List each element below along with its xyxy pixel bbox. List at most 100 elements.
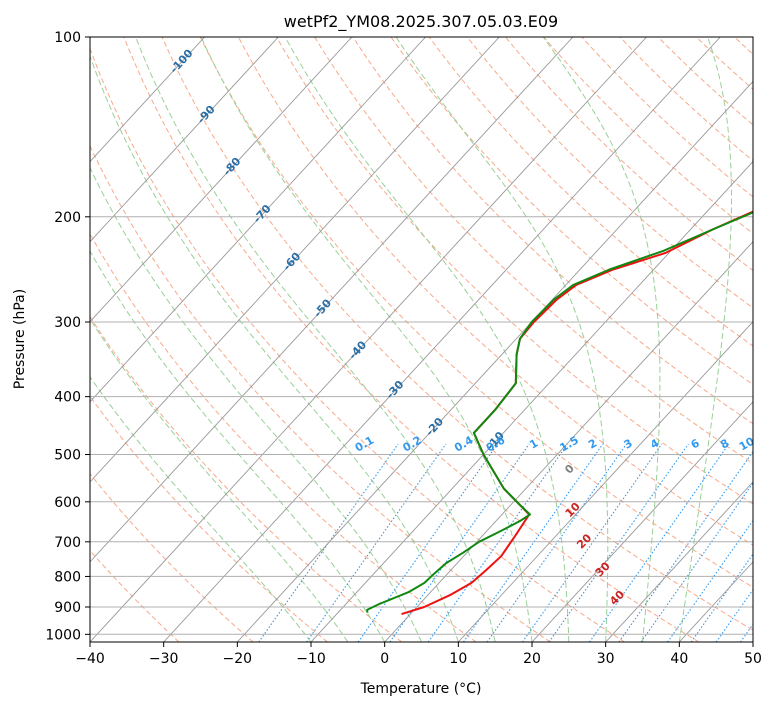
moist-adiabats [90, 37, 732, 642]
y-tick-label: 200 [54, 210, 81, 226]
isotherm-line [457, 321, 753, 642]
mixing-ratio-label: 8 [718, 437, 731, 452]
dry-adiabat [90, 395, 328, 642]
dry-adiabat [276, 37, 753, 505]
mixing-ratio-line [740, 623, 753, 642]
mixing-ratio-line [463, 443, 604, 642]
mixing-ratio-line [522, 443, 663, 642]
isotherm-line [605, 481, 753, 642]
dewpoint-profile-line [366, 211, 753, 613]
mixing-ratio-label: 10 [737, 434, 757, 453]
y-tick-label: 400 [54, 390, 81, 406]
x-tick-label: −20 [223, 651, 253, 667]
isotherm-line [236, 80, 753, 642]
isotherms [90, 37, 753, 642]
y-axis-ticks: 100 200 300 400 500 600 700 800 900 1000 [45, 30, 90, 643]
dry-adiabats [90, 37, 753, 642]
dry-adiabat [90, 47, 625, 642]
dry-adiabat [619, 37, 753, 162]
isotherm-line [90, 37, 500, 483]
isotherm-line [90, 37, 353, 323]
mixing-ratio-label: 13 [763, 435, 775, 454]
dry-adiabat [505, 37, 753, 272]
dry-adiabat [428, 37, 753, 347]
dry-adiabat [352, 37, 753, 425]
dry-adiabat [90, 473, 254, 642]
x-tick-label: 20 [523, 651, 541, 667]
isotherm-line [752, 641, 753, 642]
x-tick-label: −10 [296, 651, 326, 667]
x-tick-label: −30 [149, 651, 179, 667]
mixing-ratio-label: 2 [586, 437, 599, 452]
mixing-ratio-label: 0.1 [353, 434, 376, 455]
mixing-ratio-line [306, 443, 447, 642]
mixing-ratio-line [715, 588, 753, 642]
dry-adiabat [90, 144, 551, 642]
isotherm-line [90, 37, 205, 163]
y-tick-label: 600 [54, 495, 81, 511]
mixing-ratio-line [427, 443, 568, 642]
moist-adiabat [200, 37, 533, 642]
dry-adiabat-label: 20 [574, 531, 594, 551]
mixing-ratio-line [690, 553, 753, 642]
dry-adiabat [90, 549, 180, 642]
mixing-ratio-label: 6 [689, 436, 702, 451]
plot-area: -100-90-80-70-60-50-40-30-20-100.1 0.2 0.4… [90, 37, 775, 642]
y-tick-label: 700 [54, 535, 81, 551]
moist-adiabat [395, 37, 609, 642]
x-tick-label: 50 [744, 651, 762, 667]
moist-adiabat [90, 54, 459, 642]
x-tick-label: 40 [670, 651, 688, 667]
moist-adiabat [135, 37, 496, 642]
isotherm-line [90, 37, 647, 642]
dry-adiabat [390, 37, 753, 386]
isotherm-line [310, 160, 753, 642]
dry-adiabat [581, 37, 753, 198]
pressure-gridlines [90, 37, 753, 635]
isotherm-line [90, 37, 574, 563]
mixing-ratio-line [258, 443, 399, 642]
dry-adiabat [734, 37, 753, 55]
x-tick-label: 30 [597, 651, 615, 667]
chart-title: wetPf2_YM08.2025.307.05.03.E09 [284, 12, 558, 32]
dry-adiabat-label: 10 [563, 500, 583, 520]
mixing-ratio-line [763, 444, 775, 642]
mixing-ratio-line [640, 481, 753, 642]
y-tick-label: 900 [54, 600, 81, 616]
dry-adiabat [199, 37, 753, 588]
mixing-ratio-label: 1.5 [558, 434, 581, 455]
isotherm-line [384, 241, 753, 642]
moist-adiabat [542, 37, 661, 642]
y-tick-label: 300 [54, 315, 81, 331]
mixing-ratio-line [589, 443, 730, 642]
dry-adiabat [237, 37, 753, 546]
x-tick-label: 10 [449, 651, 467, 667]
mixing-ratio-line [357, 443, 499, 642]
dry-adiabat [90, 232, 477, 642]
moist-adiabat [90, 250, 386, 642]
mixing-ratio-line [667, 519, 753, 642]
isotherm-line [531, 401, 753, 642]
mixing-ratio-lines [258, 443, 775, 642]
isotherm-line [90, 37, 426, 403]
dry-adiabat [90, 315, 403, 642]
dry-adiabat [657, 37, 753, 126]
dry-adiabat [123, 37, 700, 642]
isotherm-line [163, 37, 721, 642]
mixing-ratio-label: 4 [648, 436, 661, 451]
x-tick-label: −40 [75, 651, 105, 667]
dry-adiabat [543, 37, 753, 235]
dry-adiabat [161, 37, 753, 631]
mixing-ratio-line [389, 443, 530, 642]
mixing-ratio-label: 0.4 [452, 433, 476, 454]
moist-adiabat [90, 166, 422, 642]
plot-frame [89, 36, 754, 643]
dry-adiabat [695, 37, 753, 90]
y-tick-label: 100 [54, 30, 81, 46]
mixing-ratio-label: 3 [622, 437, 635, 452]
dry-adiabat [314, 37, 753, 465]
y-tick-label: 1000 [45, 627, 81, 643]
x-axis-ticks: −40 −30 −20 −10 0 10 20 30 40 50 [75, 642, 762, 667]
isotherm-line [90, 37, 279, 243]
